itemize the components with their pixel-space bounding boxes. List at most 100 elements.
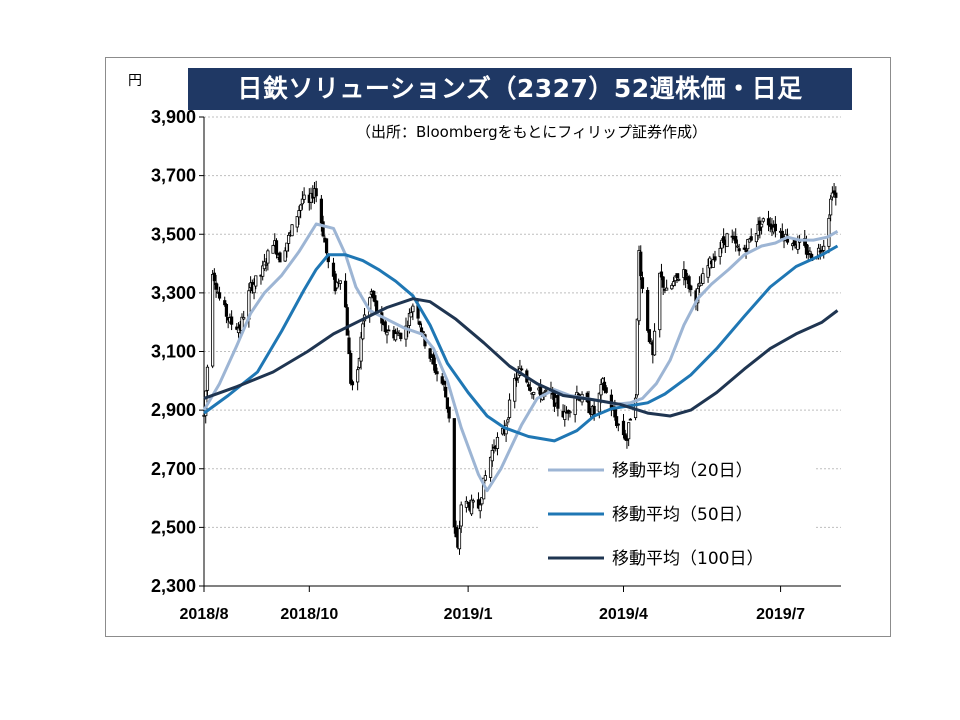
candle-body [471,500,475,503]
candle-body [373,295,377,303]
candle-body [623,433,627,440]
legend: 移動平均（20日） 移動平均（50日） 移動平均（100日） [540,453,815,573]
candle-body [469,499,474,515]
candle-body [476,499,481,509]
candle-body [299,204,303,211]
candle-body [744,249,748,253]
candle-body [754,233,759,243]
candle-body [829,198,833,216]
candle-body [290,224,294,237]
moving-average-line-2 [203,244,839,443]
candle-body [742,247,746,250]
legend-label: 移動平均（100日） [612,549,763,569]
candle-body [734,235,738,244]
candle-body [822,245,826,251]
candle-body [217,292,222,299]
candle-body [319,198,323,224]
y-tick-label: 3,700 [151,166,196,186]
candle-body [431,354,436,365]
candle-body [720,239,724,249]
candle-body [532,392,536,395]
candle-body [514,377,519,381]
x-tick-label: 2019/4 [599,606,648,623]
candle-body [483,475,487,481]
candle-body [658,272,662,331]
candle-body [746,239,750,250]
y-tick-label: 3,300 [151,283,196,303]
candle-body [274,240,279,255]
candle-body [507,399,512,418]
candle-body [832,190,836,194]
candle-body [722,236,726,244]
candle-body [264,263,268,266]
candle-body [614,416,619,426]
candle-body [713,256,717,261]
legend-label: 移動平均（50日） [612,505,753,525]
candle-body [383,321,387,332]
candle-body [356,369,360,383]
candle-body [792,239,796,246]
candle-body [773,223,778,232]
candle-body [730,235,734,238]
candle-body [278,252,282,263]
candle-body [803,238,807,246]
candle-body [647,329,651,343]
candle-body [652,330,657,356]
legend-label: 移動平均（20日） [612,461,753,481]
x-tick-label: 2018/10 [280,606,338,623]
candle-body [230,316,234,325]
candle-body [616,423,620,426]
candle-body [347,337,351,355]
candle-body [343,280,348,308]
candle-body [639,251,643,277]
candle-body [211,273,215,367]
candle-body [345,307,349,336]
candle-body [520,368,524,371]
candle-body [478,504,482,512]
candle-body [834,192,838,198]
candle-body [285,242,289,252]
candle-body [556,394,560,409]
candle-body [297,210,301,218]
candle-body [252,283,256,294]
candle-body [711,259,715,268]
candle-body [387,329,391,332]
candle-body [452,418,456,528]
candle-body [761,218,765,222]
candle-body [321,221,325,237]
candle-body [687,276,691,290]
candle-body [526,384,531,387]
candle-body [314,188,318,197]
candle-body [407,312,412,326]
candle-body [684,269,688,281]
candle-body [395,331,399,334]
candle-body [404,325,408,340]
candle-body [357,357,361,368]
candle-body [447,406,451,419]
candle-body [528,387,532,391]
candle-body [428,348,432,359]
candle-body [444,386,448,398]
candle-body [283,250,287,262]
candle-body [371,290,375,299]
candle-body [457,528,462,550]
candle-body [628,418,632,421]
candle-body [671,281,676,286]
candle-body [804,243,809,255]
candle-body [214,282,218,290]
candle-body [375,300,379,313]
candle-body [706,265,710,278]
x-tick-label: 2019/1 [444,606,493,623]
candle-body [749,236,753,241]
candle-body [599,384,603,396]
candle-body [513,378,517,402]
candle-body [646,290,650,331]
candle-body [480,496,484,505]
y-tick-label: 2,500 [151,517,196,537]
candle-body [592,405,596,415]
candle-body [544,389,548,392]
candle-body [701,273,705,284]
candle-body [625,439,629,441]
candle-body [421,331,425,334]
